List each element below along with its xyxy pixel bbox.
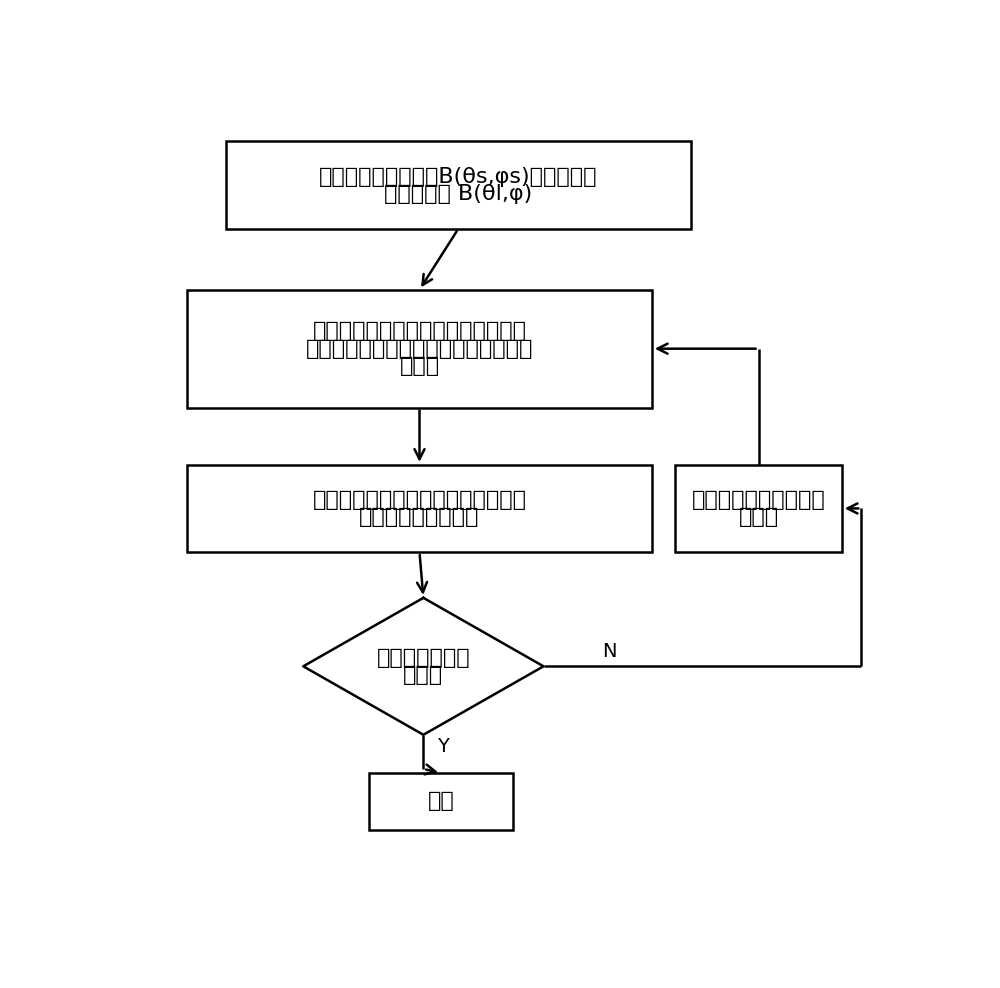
Bar: [675, 464, 842, 552]
Bar: [226, 141, 691, 229]
Text: 谐信号: 谐信号: [738, 507, 779, 527]
Text: 声源球谐信号减去最匹配扬声器球谐: 声源球谐信号减去最匹配扬声器球谐: [312, 490, 526, 510]
Text: 把残差信号赋给声源球: 把残差信号赋给声源球: [692, 490, 825, 510]
Bar: [187, 289, 652, 408]
Text: N: N: [602, 641, 616, 661]
Text: 的球谐信号 B(θl,φ): 的球谐信号 B(θl,φ): [384, 184, 532, 204]
Text: Y: Y: [437, 737, 449, 756]
Text: 生成声源的球谐信号B(θs,φs)及各扬声器: 生成声源的球谐信号B(θs,φs)及各扬声器: [319, 167, 598, 187]
Text: 结束: 结束: [427, 791, 454, 811]
Text: 信号的相关，选出最匹配的扬声器并求: 信号的相关，选出最匹配的扬声器并求: [306, 339, 533, 359]
Bar: [369, 773, 512, 830]
Text: 完毕？: 完毕？: [403, 665, 443, 685]
Bar: [187, 464, 652, 552]
Text: 其系数: 其系数: [399, 356, 440, 376]
Text: 计算声源球谐信号与各扬声器的球谐: 计算声源球谐信号与各扬声器的球谐: [312, 321, 526, 342]
Text: 扬声器是否匹配: 扬声器是否匹配: [377, 648, 470, 668]
Text: 信号解出残差信号量: 信号解出残差信号量: [359, 507, 480, 527]
